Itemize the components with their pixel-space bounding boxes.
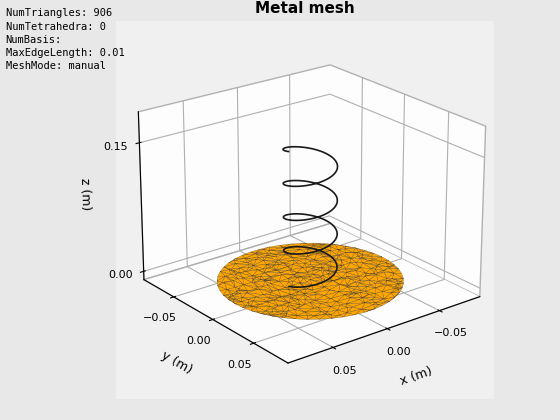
Y-axis label: y (m): y (m): [158, 349, 194, 376]
Title: Metal mesh: Metal mesh: [255, 1, 355, 16]
X-axis label: x (m): x (m): [399, 364, 435, 387]
Text: NumTriangles: 906
NumTetrahedra: 0
NumBasis:
MaxEdgeLength: 0.01
MeshMode: manua: NumTriangles: 906 NumTetrahedra: 0 NumBa…: [6, 8, 124, 71]
